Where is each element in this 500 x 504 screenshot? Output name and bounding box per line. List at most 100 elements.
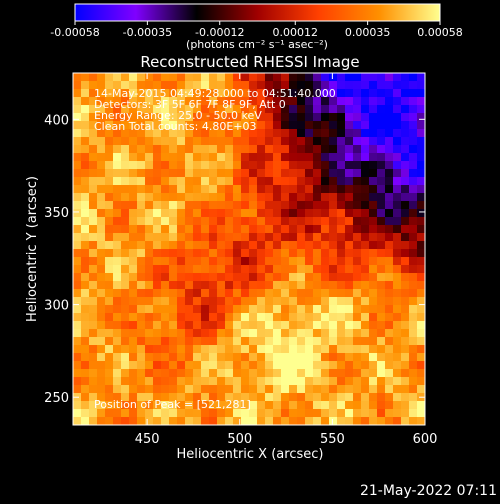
heatmap-pixel [401, 225, 410, 234]
heatmap-pixel [249, 361, 258, 370]
heatmap-pixel [289, 249, 298, 258]
heatmap-pixel [233, 257, 242, 266]
heatmap-pixel [169, 89, 178, 98]
heatmap-pixel [137, 73, 146, 82]
heatmap-pixel [377, 161, 386, 170]
heatmap-pixel [153, 169, 162, 178]
heatmap-pixel [153, 73, 162, 82]
heatmap-pixel [401, 289, 410, 298]
heatmap-pixel [409, 169, 418, 178]
heatmap-pixel [353, 377, 362, 386]
heatmap-pixel [313, 89, 322, 98]
heatmap-pixel [137, 401, 146, 410]
heatmap-pixel [377, 289, 386, 298]
heatmap-pixel [321, 409, 330, 418]
heatmap-pixel [201, 137, 210, 146]
heatmap-pixel [137, 169, 146, 178]
heatmap-pixel [257, 305, 266, 314]
heatmap-pixel [353, 401, 362, 410]
heatmap-pixel [385, 369, 394, 378]
heatmap-pixel [113, 193, 122, 202]
heatmap-pixel [193, 137, 202, 146]
heatmap-pixel [137, 417, 146, 425]
heatmap-pixel [105, 153, 114, 162]
heatmap-pixel [81, 241, 90, 250]
heatmap-pixel [113, 265, 122, 274]
heatmap-pixel [209, 337, 218, 346]
heatmap-pixel [345, 297, 354, 306]
heatmap-pixel [201, 353, 210, 362]
heatmap-pixel [241, 177, 250, 186]
heatmap-pixel [297, 345, 306, 354]
heatmap-pixel [185, 321, 194, 330]
heatmap-pixel [177, 265, 186, 274]
heatmap-pixel [161, 313, 170, 322]
heatmap-pixel [145, 113, 154, 122]
heatmap-pixel [409, 145, 418, 154]
heatmap-pixel [257, 153, 266, 162]
heatmap-pixel [73, 89, 82, 98]
heatmap-pixel [81, 369, 90, 378]
heatmap-pixel [313, 385, 322, 394]
heatmap-pixel [313, 81, 322, 90]
heatmap-pixel [385, 353, 394, 362]
heatmap-pixel [217, 265, 226, 274]
heatmap-pixel [121, 241, 130, 250]
heatmap-pixel [81, 377, 90, 386]
heatmap-pixel [177, 393, 186, 402]
heatmap-pixel [321, 257, 330, 266]
heatmap-pixel [329, 161, 338, 170]
heatmap-pixel [113, 97, 122, 106]
heatmap-pixel [265, 257, 274, 266]
heatmap-pixel [217, 321, 226, 330]
heatmap-pixel [337, 89, 346, 98]
heatmap-pixel [97, 137, 106, 146]
heatmap-pixel [249, 417, 258, 425]
heatmap-pixel [81, 193, 90, 202]
heatmap-pixel [393, 329, 402, 338]
heatmap-pixel [369, 305, 378, 314]
heatmap-pixel [153, 233, 162, 242]
heatmap-pixel [369, 217, 378, 226]
heatmap-pixel [249, 273, 258, 282]
heatmap-pixel [121, 369, 130, 378]
heatmap-pixel [185, 137, 194, 146]
heatmap-pixel [321, 321, 330, 330]
heatmap-pixel [241, 321, 250, 330]
heatmap-pixel [401, 377, 410, 386]
heatmap-pixel [337, 201, 346, 210]
heatmap-pixel [313, 249, 322, 258]
heatmap-pixel [385, 201, 394, 210]
heatmap-pixel [177, 337, 186, 346]
heatmap-pixel [81, 81, 90, 90]
heatmap-pixel [369, 345, 378, 354]
heatmap-pixel [297, 225, 306, 234]
heatmap-pixel [297, 201, 306, 210]
heatmap-pixel [249, 233, 258, 242]
heatmap-pixel [177, 217, 186, 226]
heatmap-pixel [273, 273, 282, 282]
annotation-time: 14-May-2015 04:49:28.000 to 04:51:40.000 [94, 87, 336, 100]
heatmap-pixel [345, 281, 354, 290]
heatmap-pixel [89, 401, 98, 410]
heatmap-pixel [121, 353, 130, 362]
heatmap-pixel [121, 153, 130, 162]
heatmap-pixel [201, 81, 210, 90]
footer-timestamp: 21-May-2022 07:11 [360, 483, 497, 499]
heatmap-pixel [281, 305, 290, 314]
heatmap-pixel [417, 209, 425, 218]
heatmap-pixel [377, 169, 386, 178]
heatmap-pixel [401, 105, 410, 114]
heatmap-pixel [217, 257, 226, 266]
heatmap-pixel [257, 273, 266, 282]
heatmap-pixel [385, 241, 394, 250]
heatmap-pixel [345, 305, 354, 314]
heatmap-pixel [289, 353, 298, 362]
heatmap-pixel [241, 257, 250, 266]
heatmap-pixel [209, 217, 218, 226]
heatmap-pixel [169, 345, 178, 354]
heatmap-pixel [145, 305, 154, 314]
heatmap-pixel [329, 97, 338, 106]
heatmap-pixel [193, 337, 202, 346]
heatmap-pixel [257, 385, 266, 394]
